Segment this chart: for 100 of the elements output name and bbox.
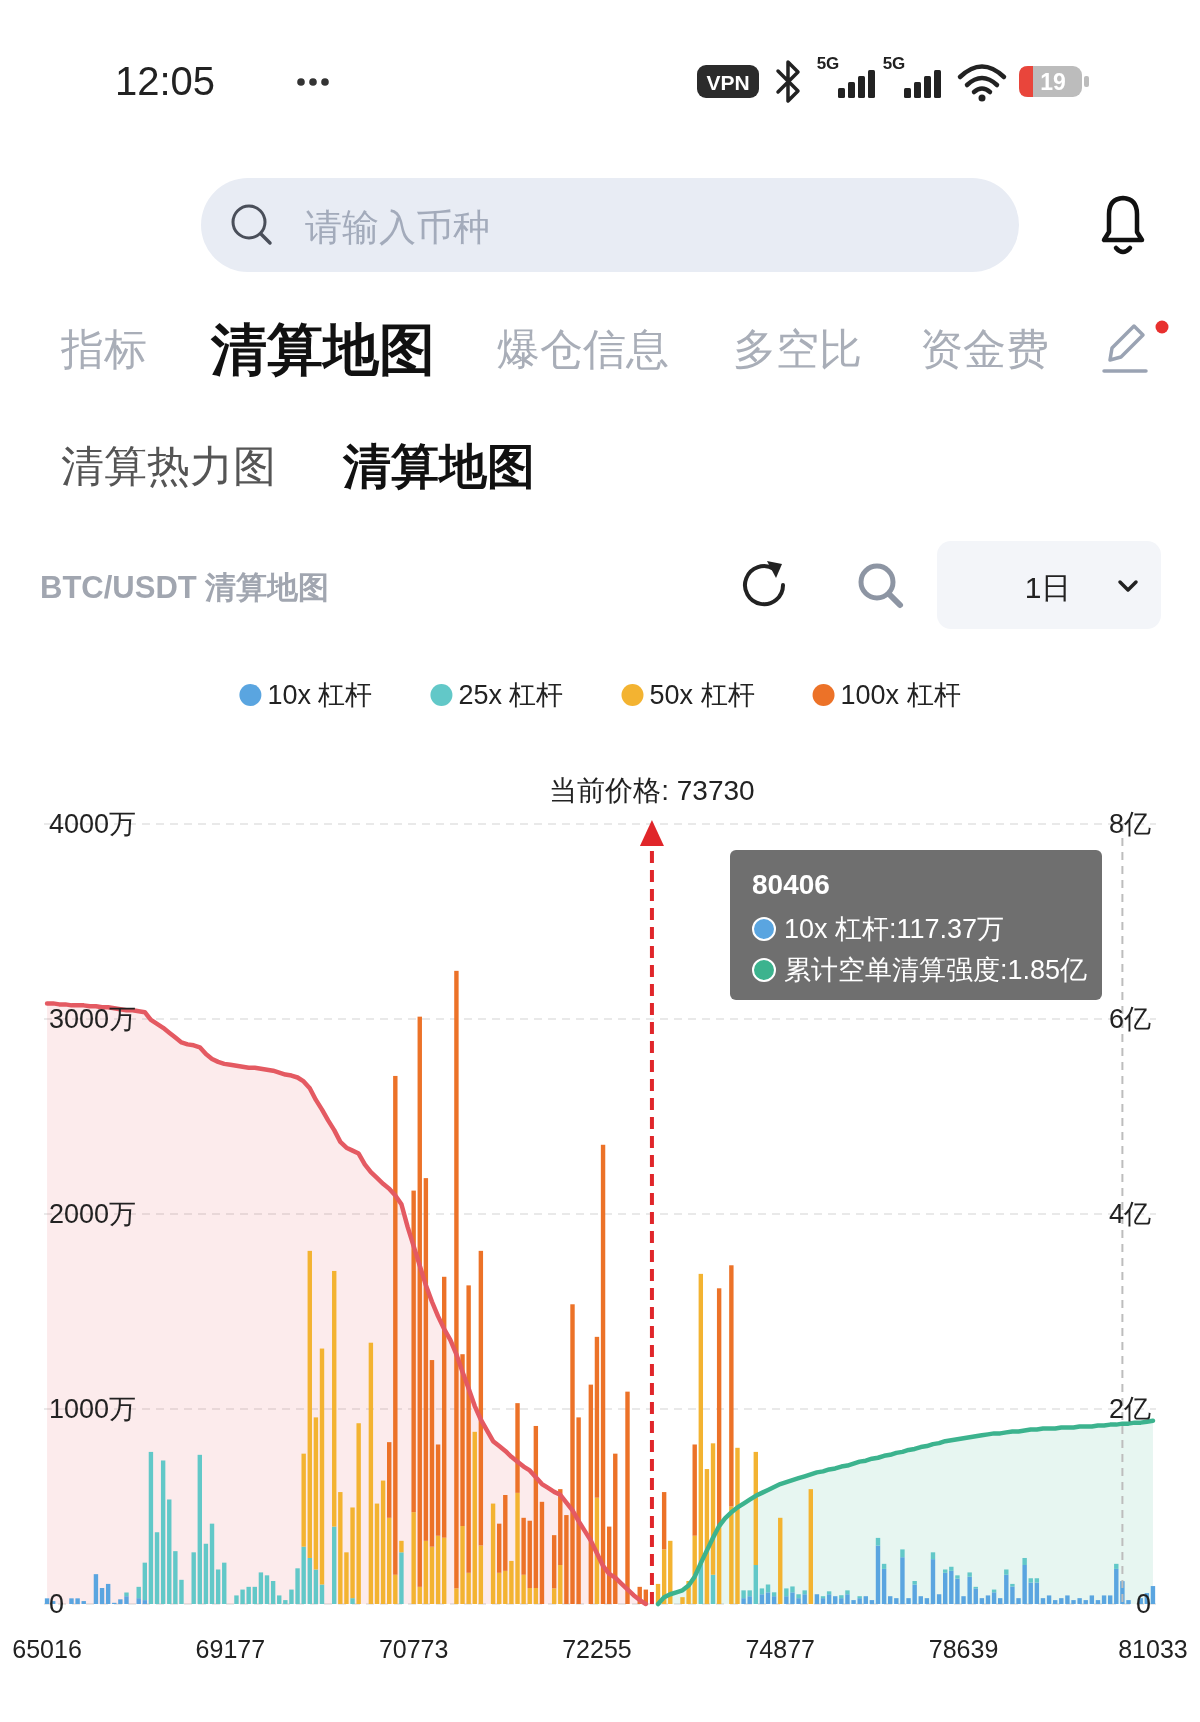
bar [814,1594,820,1604]
bar [661,1492,667,1550]
y2-tick-label: 4亿 [1108,1199,1151,1229]
annotation: 10x 杠杆:117.37万 [784,914,1005,944]
bar [270,1580,276,1604]
x-tick-label: 70773 [378,1635,449,1663]
bar [252,1586,257,1604]
bar [44,1598,50,1604]
bar [1089,1595,1095,1604]
bar [991,1592,997,1604]
bar [759,1588,765,1595]
bar [1114,1568,1119,1604]
bar [900,1549,905,1558]
bar [558,1565,563,1604]
text: 19 [1040,69,1066,95]
bar [1150,1586,1156,1604]
legend-label: 25x 杠杆 [458,680,564,710]
bar [930,1559,936,1604]
legend-label: 10x 杠杆 [267,680,373,710]
x-tick-label: 78639 [928,1635,999,1663]
bar [1101,1595,1107,1604]
bar [533,1588,539,1604]
text: 5G [816,53,840,73]
text: 清算地图 [342,439,535,493]
bar [1052,1600,1058,1604]
bar [423,1540,429,1604]
bar [393,1075,398,1575]
bar [203,1543,209,1604]
bar [222,1562,227,1604]
y-tick-label: 0 [49,1589,65,1619]
y-tick-label: 2000万 [49,1199,137,1229]
bar [167,1499,172,1604]
text: 1日 [1024,570,1072,604]
text: 请输入币种 [305,206,490,248]
bar [912,1580,917,1585]
bar [943,1569,948,1573]
text: 资金费 [920,325,1049,373]
bar [771,1596,777,1604]
bar [820,1598,826,1604]
bar [967,1572,972,1577]
bar [594,1336,600,1498]
text: 清算热力图 [61,442,276,490]
bar [826,1594,832,1604]
bar [160,1460,166,1604]
bar [319,1348,325,1585]
bar [539,1501,545,1604]
bar [863,1596,868,1604]
x-tick-label: 74877 [745,1635,816,1663]
y-tick-label: 3000万 [49,1004,137,1034]
bar [429,1546,435,1604]
bar [197,1454,202,1604]
text: 12:05 [115,59,216,103]
bar [753,1565,758,1604]
bar [332,1526,337,1604]
bar [729,1265,734,1507]
bar [998,1598,1003,1604]
bar [490,1503,496,1604]
bar [503,1494,508,1571]
x-tick-label: 81033 [1118,1635,1188,1663]
annotation: 累计空单清算强度:1.85亿 [784,955,1088,985]
bar [771,1592,777,1597]
bar [411,1512,416,1605]
bar [551,1588,557,1604]
bar [105,1583,111,1605]
bar [99,1588,105,1604]
text: 清算地图 [210,317,435,381]
bar [313,1417,319,1570]
bar [881,1568,887,1604]
bar [973,1588,978,1604]
bar [918,1596,923,1604]
bar [148,1451,154,1604]
bar [869,1600,875,1604]
legend-label: 100x 杠杆 [840,680,961,710]
bar [411,1190,416,1513]
bar [802,1590,807,1595]
bar [478,1545,484,1604]
bar [875,1537,881,1546]
bar [1107,1595,1113,1604]
bar [1083,1600,1088,1604]
legend-label: 50x 杠杆 [649,680,755,710]
bar [1004,1569,1009,1575]
bar [826,1591,832,1595]
bar [258,1572,264,1604]
bar [521,1517,526,1575]
bar [875,1545,881,1604]
y-tick-label: 1000万 [49,1394,137,1424]
bar [1046,1595,1052,1604]
bar [515,1403,520,1493]
bar [387,1517,392,1604]
bar [1022,1557,1027,1565]
bar [435,1444,441,1536]
bar [124,1592,129,1597]
bar [417,1586,422,1604]
bar [979,1598,985,1604]
bar [387,1442,392,1518]
bar [154,1532,160,1604]
chart-title: BTC/USDT 清算地图 [40,569,330,605]
bar [191,1552,196,1604]
bar [332,1270,337,1527]
text: 多空比 [733,325,862,373]
